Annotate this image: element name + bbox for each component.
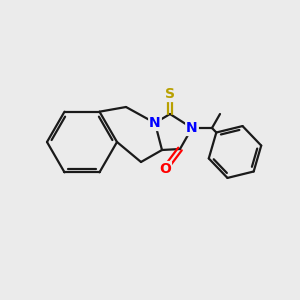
Text: N: N [186,121,198,135]
Text: O: O [159,162,171,176]
Text: S: S [165,87,175,101]
Text: N: N [149,116,161,130]
